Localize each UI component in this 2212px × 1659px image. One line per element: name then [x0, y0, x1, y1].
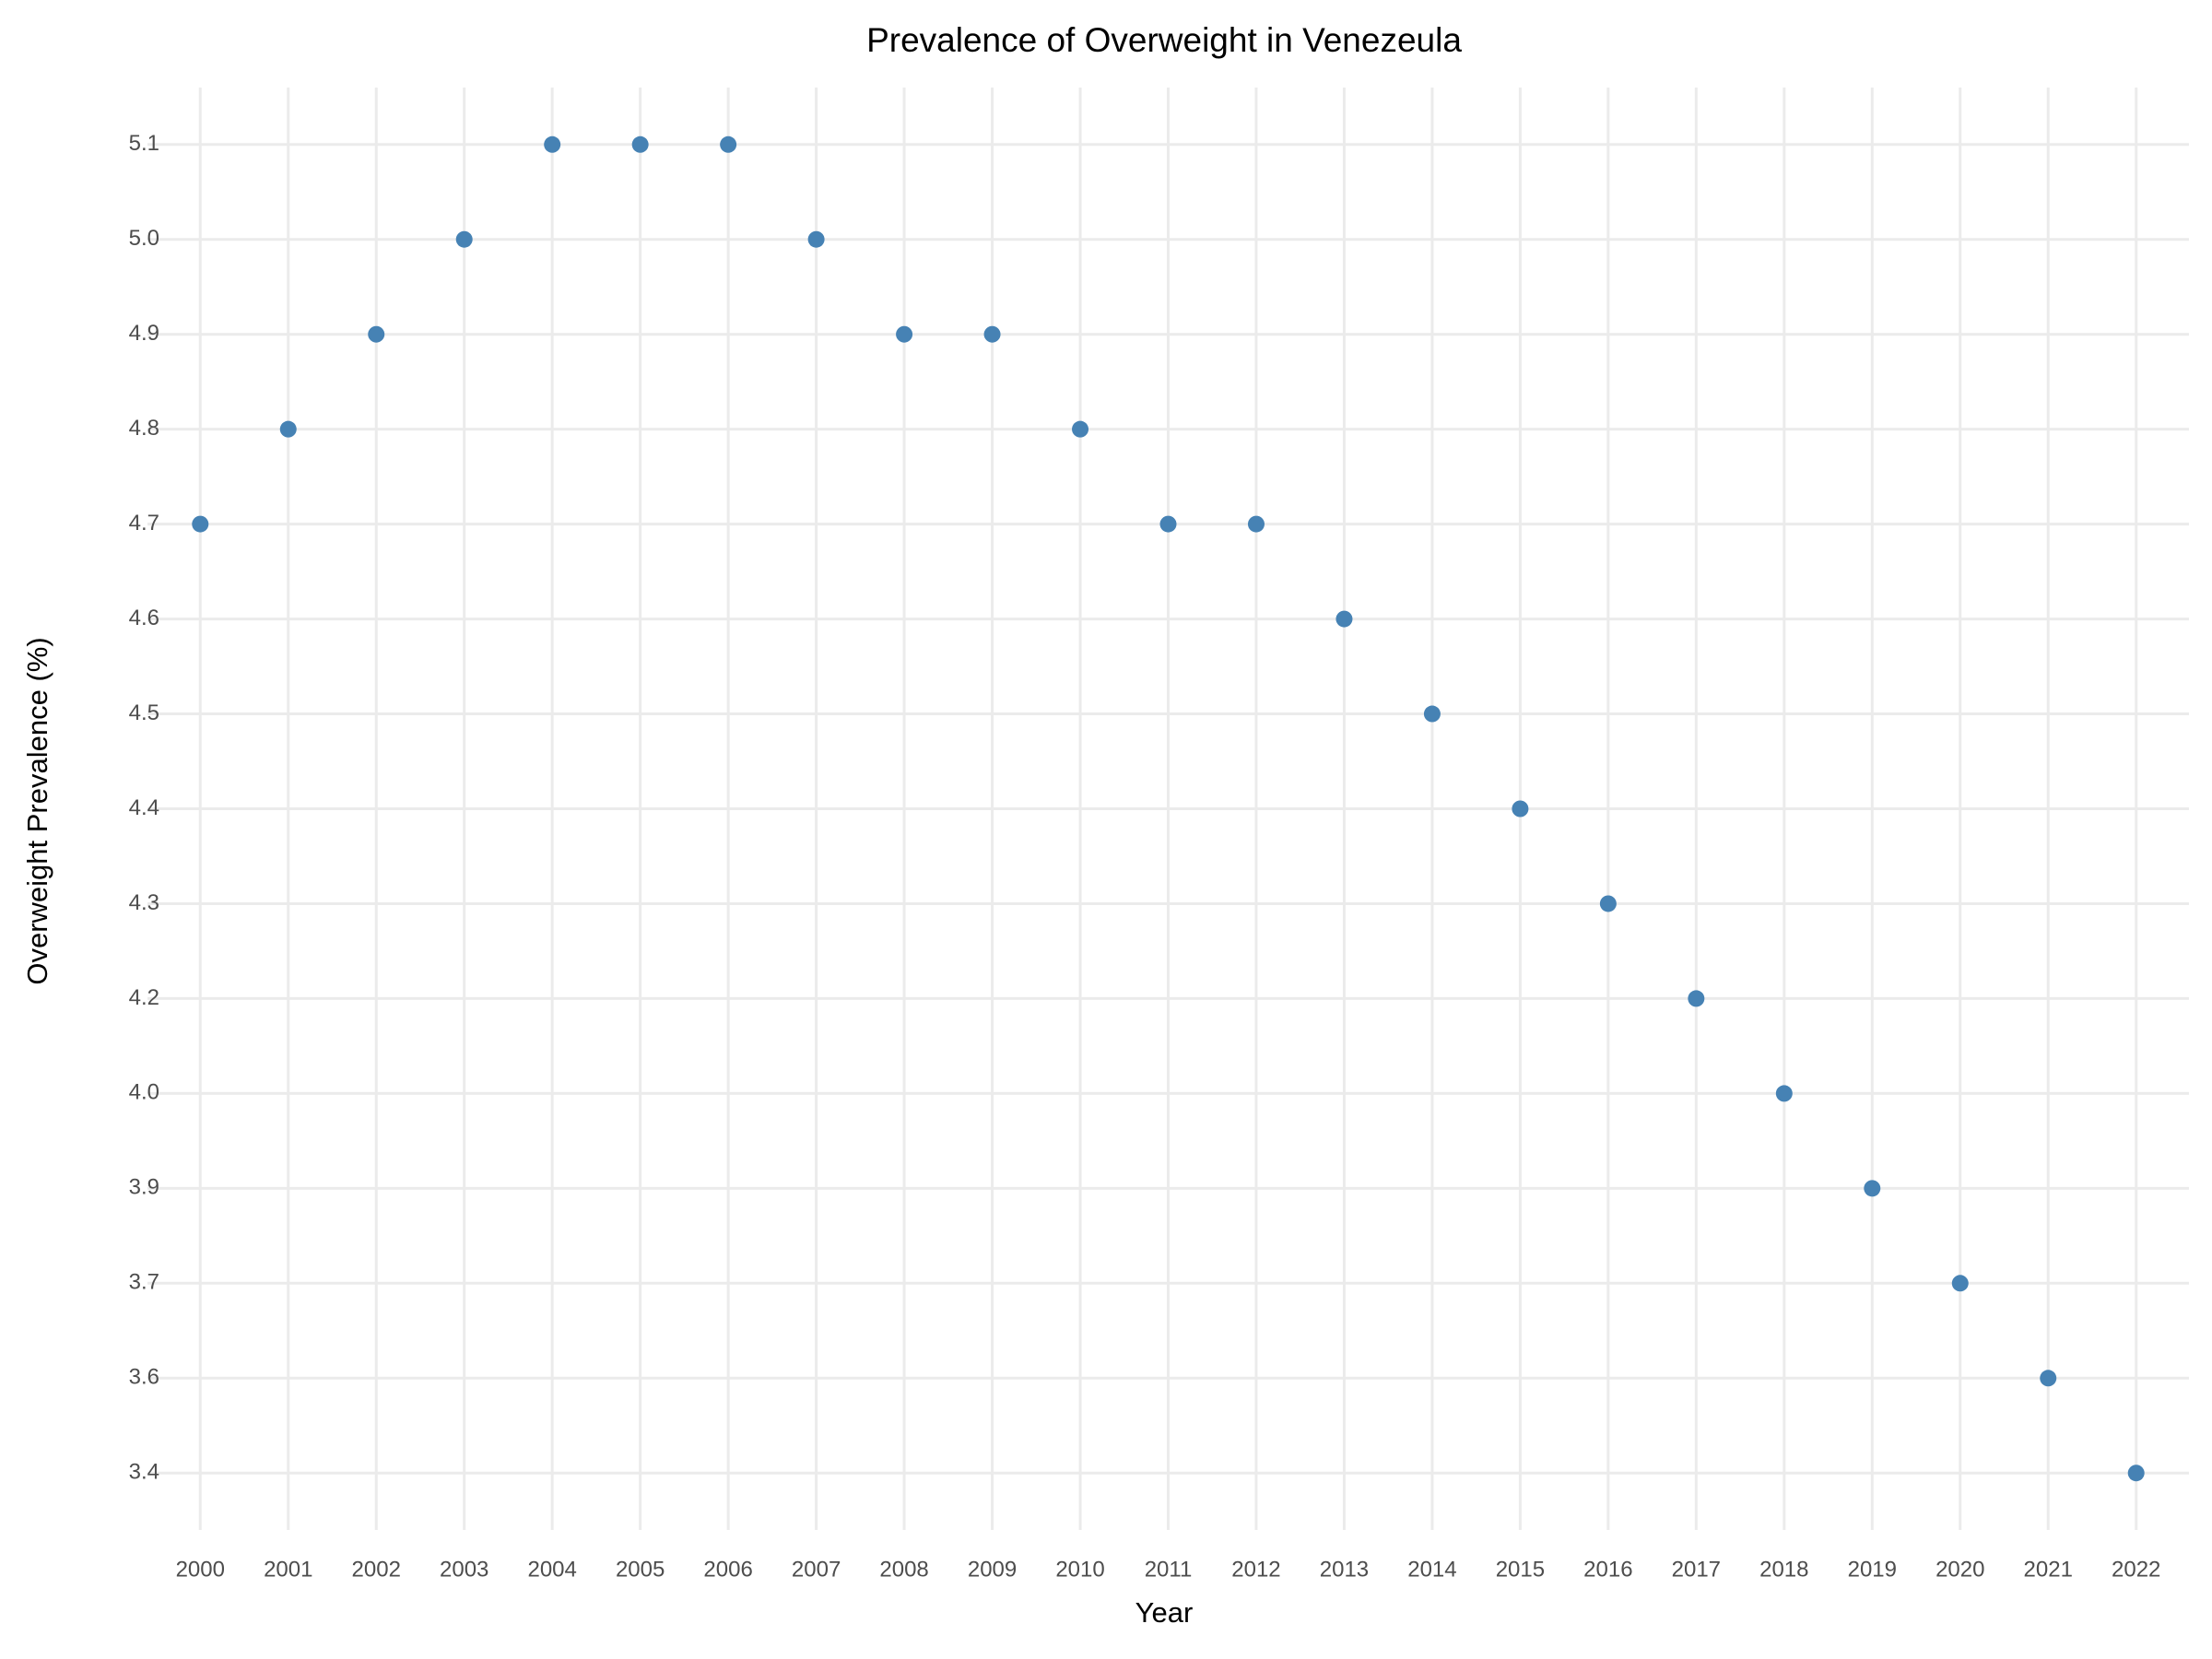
y-tick-label: 3.7: [129, 1270, 159, 1295]
point: [631, 135, 649, 153]
x-tick-label: 2021: [2024, 1557, 2073, 1582]
y-tick-label: 5.1: [129, 131, 159, 156]
x-tick-label: 2011: [1145, 1557, 1193, 1582]
y-tick-label: 4.3: [129, 890, 159, 915]
x-tick-label: 2018: [1759, 1557, 1808, 1582]
x-tick-label: 2020: [1936, 1557, 1984, 1582]
point: [368, 325, 385, 343]
x-tick-label: 2016: [1583, 1557, 1632, 1582]
x-tick-label: 2013: [1320, 1557, 1369, 1582]
point: [1247, 515, 1265, 533]
point: [279, 420, 297, 438]
point: [1512, 800, 1529, 818]
point: [1423, 705, 1441, 723]
y-tick-label: 4.5: [129, 700, 159, 725]
point: [1159, 515, 1177, 533]
x-tick-label: 2019: [1848, 1557, 1897, 1582]
x-tick-label: 2014: [1407, 1557, 1456, 1582]
x-tick-label: 2006: [703, 1557, 752, 1582]
point: [1775, 1085, 1793, 1102]
x-tick-label: 2004: [527, 1557, 576, 1582]
y-tick-label: 4.7: [129, 511, 159, 535]
point: [1072, 420, 1089, 438]
x-tick-label: 2009: [968, 1557, 1017, 1582]
x-tick-label: 2017: [1672, 1557, 1721, 1582]
point: [1335, 610, 1353, 628]
point: [2040, 1370, 2057, 1387]
x-tick-label: 2003: [440, 1557, 488, 1582]
x-tick-label: 2002: [352, 1557, 401, 1582]
y-tick-label: 4.6: [129, 606, 159, 630]
x-tick-label: 2015: [1496, 1557, 1545, 1582]
y-tick-label: 4.0: [129, 1080, 159, 1105]
y-tick-label: 4.2: [129, 985, 159, 1010]
x-axis-title: Year: [1135, 1596, 1194, 1629]
y-tick-label: 4.9: [129, 321, 159, 346]
y-tick-label: 3.6: [129, 1365, 159, 1390]
point: [544, 135, 561, 153]
point: [720, 135, 737, 153]
point: [807, 230, 825, 248]
point: [1864, 1180, 1881, 1197]
x-tick-label: 2008: [879, 1557, 928, 1582]
x-tick-label: 2001: [264, 1557, 312, 1582]
x-tick-label: 2007: [792, 1557, 841, 1582]
point: [192, 515, 209, 533]
y-tick-label: 3.4: [129, 1460, 159, 1485]
y-tick-label: 5.0: [129, 226, 159, 251]
x-tick-label: 2000: [176, 1557, 225, 1582]
y-tick-label: 4.4: [129, 795, 159, 820]
x-tick-label: 2012: [1231, 1557, 1280, 1582]
y-tick-label: 4.8: [129, 416, 159, 441]
y-axis-title: Overweight Prevalence (%): [21, 637, 53, 984]
chart-title: Prevalence of Overweight in Venezeula: [866, 21, 1462, 59]
x-tick-label: 2022: [2112, 1557, 2160, 1582]
point: [983, 325, 1001, 343]
point: [2127, 1465, 2145, 1482]
point: [896, 325, 913, 343]
point: [1688, 990, 1705, 1007]
point: [455, 230, 473, 248]
x-tick-label: 2010: [1055, 1557, 1104, 1582]
x-tick-label: 2005: [616, 1557, 665, 1582]
y-tick-label: 3.9: [129, 1175, 159, 1200]
point: [1951, 1275, 1969, 1292]
point: [1599, 895, 1617, 912]
